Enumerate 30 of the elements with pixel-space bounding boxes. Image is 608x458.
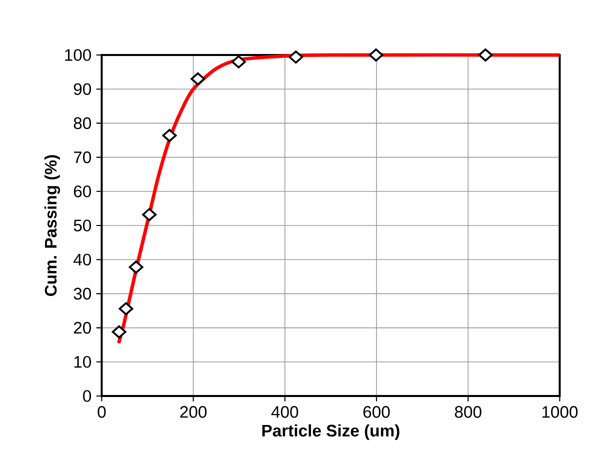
point — [118, 302, 134, 316]
y-tick-label: 70 — [74, 151, 92, 164]
y-tick-label: 10 — [74, 356, 92, 368]
point — [190, 72, 206, 86]
x-tick-label: 400 — [271, 406, 298, 418]
point — [112, 325, 126, 338]
point — [368, 48, 384, 62]
x-tick-label: 0 — [98, 406, 106, 418]
x-tick-label: 1000 — [542, 406, 578, 418]
x-axis-title: Particle Size (um) — [262, 424, 400, 440]
line-series — [116, 53, 562, 345]
y-tick-label: 100 — [65, 49, 91, 61]
y-tick-label: 0 — [83, 390, 92, 402]
y-tick-label: 20 — [74, 322, 92, 334]
y-tick-label: 60 — [74, 186, 92, 198]
x-tick-label: 200 — [180, 406, 207, 418]
y-tick-label: 50 — [74, 220, 92, 232]
point — [162, 128, 177, 142]
y-tick-label: 90 — [74, 83, 92, 96]
point — [142, 208, 157, 222]
y-tick-label: 40 — [74, 254, 92, 266]
y-tick-label: 80 — [74, 117, 92, 130]
y-tick-label: 30 — [74, 288, 92, 300]
point — [231, 55, 246, 68]
x-tick-label: 600 — [363, 406, 390, 418]
x-tick-label: 800 — [454, 406, 482, 418]
y-axis-title: Cum. Passing (%) — [44, 155, 60, 296]
point — [478, 48, 493, 62]
point — [288, 50, 304, 64]
point — [128, 260, 144, 274]
